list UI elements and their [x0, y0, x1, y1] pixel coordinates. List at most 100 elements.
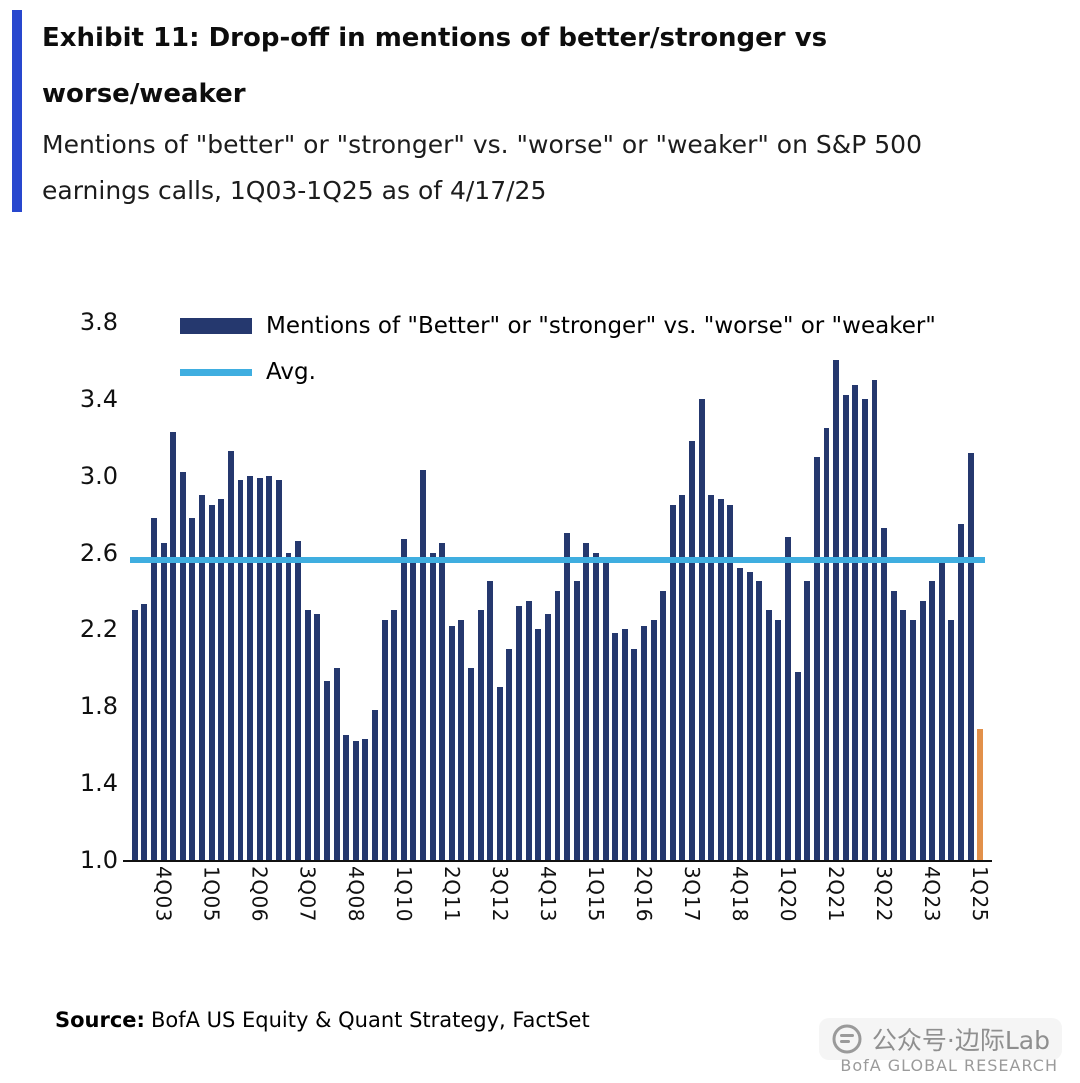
- bar-3Q18: [727, 504, 734, 860]
- plot-area: [130, 322, 985, 860]
- bar-4Q08: [352, 740, 359, 860]
- y-tick-1.4: 1.4: [79, 769, 118, 798]
- bar-2Q16: [640, 625, 647, 860]
- source-label: Source:: [55, 1008, 145, 1032]
- y-tick-3.4: 3.4: [79, 384, 118, 413]
- bar-1Q03: [131, 610, 138, 860]
- x-tick-1Q05: 1Q05: [199, 866, 224, 922]
- bar-2Q14: [564, 533, 571, 860]
- watermark-text: 公众号·边际Lab: [871, 1026, 1050, 1055]
- bar-4Q14: [583, 543, 590, 860]
- bar-3Q24: [958, 523, 964, 860]
- bar-4Q20: [813, 456, 820, 860]
- bar-1Q06: [247, 475, 254, 860]
- bar-2Q06: [256, 477, 263, 860]
- x-tick-2Q16: 2Q16: [632, 866, 656, 922]
- bar-4Q24: [967, 452, 974, 860]
- bar-1Q19: [746, 571, 753, 860]
- bar-3Q11: [458, 619, 465, 860]
- legend-row-avg: Avg.: [180, 349, 936, 395]
- bar-1Q08: [323, 681, 330, 860]
- bar-3Q14: [573, 581, 580, 860]
- brand-text: BofA GLOBAL RESEARCH: [840, 1056, 1058, 1075]
- bar-3Q21: [842, 395, 849, 860]
- watermark-logo-icon: [832, 1024, 862, 1054]
- y-tick-3.0: 3.0: [79, 461, 118, 490]
- bar-3Q09: [381, 619, 388, 860]
- bar-1Q23: [900, 610, 907, 860]
- source-row: Source: BofA US Equity & Quant Strategy, …: [55, 1008, 590, 1032]
- bar-1Q25: [977, 729, 984, 860]
- bar-4Q18: [737, 567, 743, 860]
- bar-4Q13: [544, 614, 551, 860]
- x-tick-4Q18: 4Q18: [728, 866, 752, 922]
- bar-3Q20: [804, 581, 811, 860]
- bar-3Q19: [765, 610, 772, 860]
- x-tick-1Q25: 1Q25: [968, 866, 993, 922]
- bar-1Q22: [861, 398, 868, 860]
- bar-2Q20: [794, 671, 801, 860]
- bar-4Q19: [775, 619, 782, 860]
- bar-3Q05: [227, 450, 234, 860]
- bar-2Q11: [448, 625, 455, 860]
- bar-3Q15: [612, 633, 619, 860]
- bar-1Q15: [592, 552, 599, 860]
- bar-3Q07: [304, 610, 311, 860]
- bar-3Q06: [266, 475, 273, 860]
- bar-2Q05: [218, 498, 225, 860]
- legend: Mentions of "Better" or "stronger" vs. "…: [180, 303, 936, 395]
- source-text: BofA US Equity & Quant Strategy, FactSet: [150, 1008, 590, 1032]
- bar-4Q16: [660, 591, 667, 860]
- bar-2Q04: [179, 471, 186, 860]
- bar-2Q17: [679, 494, 686, 860]
- bar-2Q18: [717, 498, 724, 860]
- bar-4Q04: [199, 494, 206, 860]
- bar-2Q22: [871, 379, 878, 860]
- bar-3Q22: [881, 527, 888, 860]
- x-tick-4Q23: 4Q23: [920, 866, 945, 922]
- bar-4Q03: [160, 543, 167, 860]
- legend-bar-swatch-icon: [180, 318, 252, 334]
- bar-3Q04: [189, 518, 196, 860]
- bar-2Q21: [833, 360, 840, 860]
- bar-2Q15: [602, 562, 609, 860]
- exhibit-title-line1: Exhibit 11: Drop-off in mentions of bett…: [42, 23, 828, 53]
- bar-1Q11: [439, 543, 446, 860]
- average-line: [130, 557, 985, 564]
- x-tick-1Q15: 1Q15: [583, 866, 608, 922]
- bar-1Q17: [669, 504, 676, 860]
- bar-4Q17: [698, 398, 705, 860]
- bar-4Q11: [468, 667, 474, 860]
- x-tick-1Q20: 1Q20: [776, 866, 801, 922]
- exhibit-title-line2: worse/weaker: [42, 79, 246, 109]
- y-tick-1.8: 1.8: [79, 692, 118, 721]
- bar-4Q12: [506, 648, 513, 860]
- legend-avg-label: Avg.: [266, 359, 316, 385]
- bar-3Q10: [420, 469, 426, 860]
- bar-3Q13: [535, 629, 542, 860]
- legend-bar-label: Mentions of "Better" or "stronger" vs. "…: [266, 313, 936, 339]
- exhibit-subtitle-line2: earnings calls, 1Q03-1Q25 as of 4/17/25: [42, 176, 547, 205]
- y-tick-3.8: 3.8: [79, 308, 118, 336]
- x-axis-line: [123, 860, 992, 862]
- bar-2Q09: [371, 710, 378, 860]
- bar-4Q15: [621, 629, 628, 860]
- bar-1Q24: [938, 562, 945, 860]
- bar-1Q12: [477, 610, 484, 860]
- bar-2Q24: [948, 619, 955, 860]
- x-tick-3Q07: 3Q07: [295, 866, 320, 922]
- bar-4Q06: [275, 479, 282, 860]
- bar-3Q16: [650, 619, 657, 860]
- y-tick-2.2: 2.2: [79, 615, 118, 644]
- bar-4Q09: [391, 610, 398, 860]
- bar-2Q08: [333, 667, 340, 860]
- bar-1Q18: [708, 494, 715, 860]
- x-tick-2Q21: 2Q21: [824, 866, 849, 922]
- title-accent-bar: [12, 10, 22, 212]
- bar-1Q10: [400, 539, 407, 860]
- bar-2Q10: [410, 562, 417, 860]
- bar-1Q07: [285, 552, 292, 860]
- bar-2Q07: [295, 541, 302, 860]
- x-tick-3Q17: 3Q17: [680, 866, 704, 922]
